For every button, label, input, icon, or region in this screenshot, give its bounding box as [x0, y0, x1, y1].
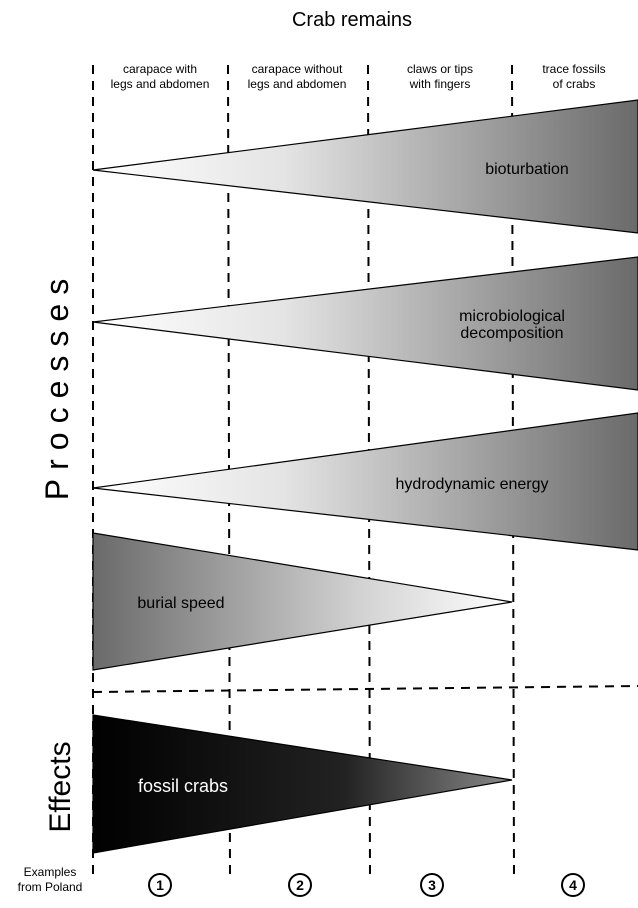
decomposition-wedge — [92, 256, 638, 391]
line: legs and abdomen — [111, 77, 210, 91]
hydrodynamic-wedge — [92, 412, 638, 551]
effects-label: Effects — [44, 741, 77, 832]
example-circle — [420, 873, 444, 897]
column-header: carapace with legs and abdomen — [111, 62, 210, 91]
wedge-labels: bioturbation microbiological decompositio… — [137, 161, 568, 796]
effect-label: fossil crabs — [138, 776, 228, 796]
fossil-wedge — [92, 714, 513, 854]
example-number: 1 — [156, 877, 164, 893]
burial-wedge — [92, 532, 513, 671]
examples: 1 2 3 4 — [148, 873, 585, 897]
example-number: 3 — [428, 877, 436, 893]
line: carapace with — [123, 62, 197, 76]
example-circle — [561, 873, 585, 897]
process-label: microbiological decomposition — [459, 308, 565, 342]
processes-label: Processes — [39, 270, 75, 500]
process-label: bioturbation — [485, 161, 569, 178]
line: with fingers — [409, 77, 471, 91]
line: bioturbation — [485, 161, 569, 178]
line: legs and abdomen — [248, 77, 347, 91]
example-number: 2 — [296, 877, 304, 893]
line: of crabs — [553, 77, 596, 91]
line: decomposition — [460, 325, 563, 342]
column-header: carapace without legs and abdomen — [248, 62, 347, 91]
example-circle — [148, 873, 172, 897]
example-number: 4 — [569, 877, 577, 893]
effects-divider — [92, 685, 638, 693]
line: hydrodynamic energy — [396, 476, 549, 493]
example-circle — [288, 873, 312, 897]
line: carapace without — [252, 62, 343, 76]
column-headers: carapace with legs and abdomen carapace w… — [111, 62, 606, 91]
bioturbation-wedge — [92, 99, 638, 234]
column-header: claws or tips with fingers — [407, 62, 473, 91]
line: burial speed — [137, 595, 224, 612]
line: microbiological — [459, 308, 565, 325]
line: from Poland — [18, 880, 83, 894]
title: Crab remains — [292, 9, 412, 31]
column-header: trace fossils of crabs — [542, 62, 605, 91]
wedges — [92, 99, 638, 854]
process-label: burial speed — [137, 595, 224, 612]
process-label: hydrodynamic energy — [396, 476, 549, 493]
line: trace fossils — [542, 62, 605, 76]
line: fossil crabs — [138, 776, 228, 796]
line: claws or tips — [407, 62, 473, 76]
line: Examples — [24, 865, 77, 879]
examples-label: Examples from Poland — [18, 865, 83, 894]
